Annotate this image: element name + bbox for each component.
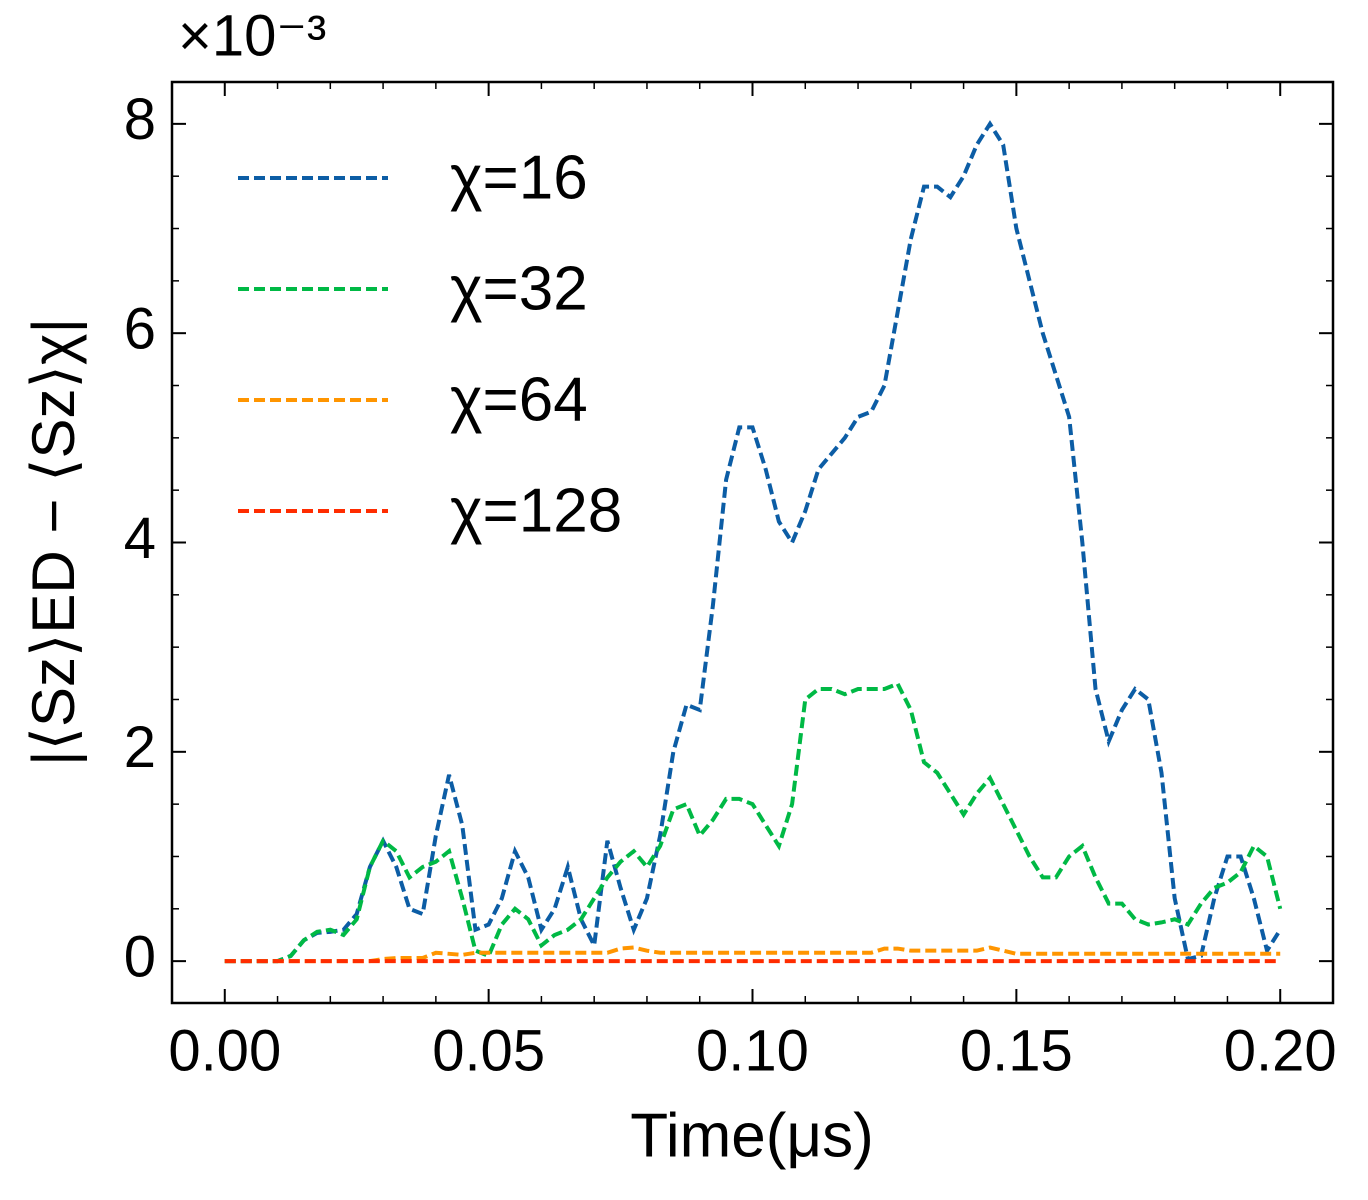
legend-label: χ=64	[450, 365, 588, 434]
x-tick-label: 0.00	[168, 1018, 281, 1083]
series-line	[224, 681, 1283, 964]
x-tick-label: 0.15	[960, 1018, 1073, 1083]
x-tick-label: 0.05	[432, 1018, 545, 1083]
legend-label: χ=128	[450, 476, 622, 545]
y-tick-label: 0	[124, 924, 156, 989]
y-axis-label: |⟨Sz⟩ED − ⟨Sz⟩χ|	[20, 318, 87, 766]
series-line	[224, 120, 1282, 964]
y-tick-label: 8	[124, 87, 156, 152]
y-tick-label: 4	[124, 506, 156, 571]
x-tick-label: 0.20	[1224, 1018, 1337, 1083]
series-line	[224, 945, 1281, 964]
plot-frame	[170, 80, 1335, 1005]
x-axis-label: Time(μs)	[630, 1101, 874, 1170]
legend-label: χ=32	[450, 254, 588, 323]
x-tick-label: 0.10	[696, 1018, 809, 1083]
legend-label: χ=16	[450, 143, 588, 212]
y-tick-label: 6	[124, 297, 156, 362]
y-offset-text: ×10⁻³	[178, 3, 326, 68]
y-tick-label: 2	[124, 715, 156, 780]
